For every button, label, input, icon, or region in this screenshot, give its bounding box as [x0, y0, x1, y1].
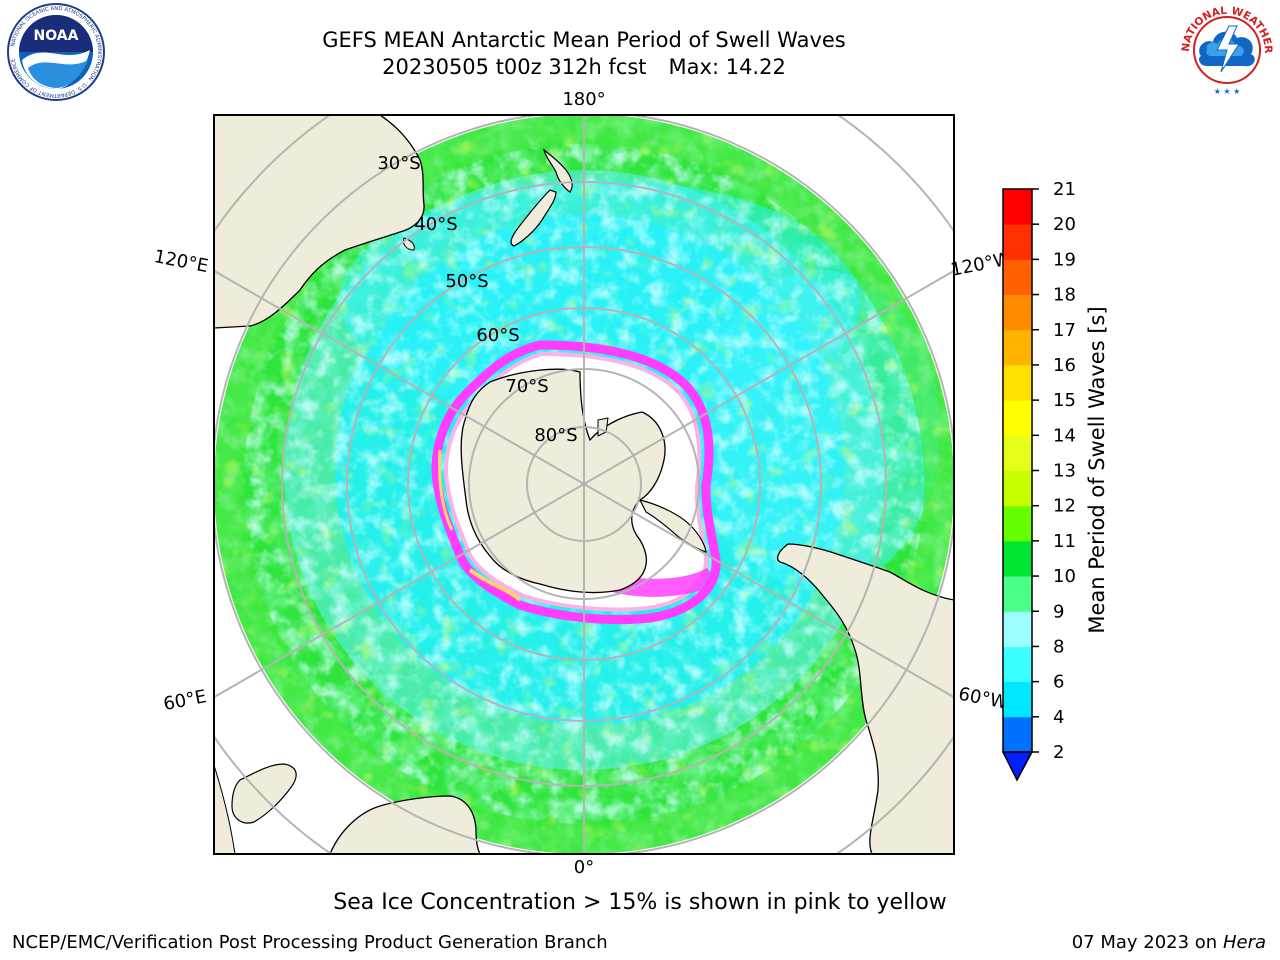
- colorbar-segment: [1003, 294, 1032, 331]
- lat-label-50s: 50°S: [445, 271, 488, 292]
- nws-stars: ★ ★ ★: [1214, 87, 1241, 96]
- noaa-logo-text: NOAA: [34, 28, 79, 44]
- footer-credit: NCEP/EMC/Verification Post Processing Pr…: [12, 932, 608, 953]
- colorbar-segment: [1003, 189, 1032, 225]
- colorbar-tick-label: 11: [1053, 531, 1076, 552]
- chart-title: GEFS MEAN Antarctic Mean Period of Swell…: [322, 28, 846, 52]
- sea-ice-edge: [431, 340, 721, 624]
- south-america: [776, 543, 954, 854]
- map-frame: [213, 114, 955, 855]
- footer-date: 07 May 2023 on Hera: [1072, 932, 1266, 953]
- colorbar-tick-label: 18: [1053, 285, 1076, 306]
- chart-subtitle: 20230505 t00z 312h fcst Max: 14.22: [184, 54, 984, 80]
- run-label: 20230505 t00z 312h fcst: [382, 55, 647, 79]
- colorbar-tick-label: 19: [1053, 249, 1076, 270]
- colorbar-tick-label: 20: [1053, 214, 1076, 235]
- colorbar-ticks: 2 4 6 8 9 10 11 12 13 14 15 16 17 18 19 20 21: [1032, 179, 1076, 763]
- sea-ice-yellow-fringe: [468, 568, 522, 602]
- colorbar-label: Mean Period of Swell Waves [s]: [1085, 306, 1109, 634]
- antarctic-peninsula: [638, 499, 707, 553]
- national-weather-service-logo: NATIONAL WEATHER SERVICE ★ ★ ★: [1177, 0, 1274, 97]
- colorbar-segment: [1003, 576, 1032, 612]
- lat-label-40s: 40°S: [414, 214, 457, 235]
- colorbar-tick-label: 6: [1053, 672, 1064, 693]
- colorbar-tick-label: 12: [1053, 496, 1076, 517]
- colorbar-segment: [1003, 646, 1032, 683]
- colorbar-segment: [1003, 681, 1032, 718]
- noaa-logo: NOAA NATIONAL OCEANIC AND ATMOSPHERIC AD…: [7, 3, 105, 101]
- colorbar-segment: [1003, 435, 1032, 471]
- colorbar-tick-label: 17: [1053, 320, 1076, 341]
- lon-label-180: 180°: [562, 89, 605, 110]
- colorbar-tick-label: 2: [1053, 742, 1064, 763]
- antarctica: [460, 368, 666, 594]
- colorbar-tick-label: 16: [1053, 355, 1076, 376]
- max-label: Max: 14.22: [668, 55, 786, 79]
- lon-label-60e: 60°E: [162, 686, 208, 715]
- colorbar-tick-label: 21: [1053, 179, 1076, 200]
- colorbar-segment: [1003, 400, 1032, 436]
- colorbar-tick-label: 9: [1053, 601, 1064, 622]
- sea-ice-yellow-fringe-west: [438, 449, 454, 531]
- colorbar-under-triangle: [1001, 751, 1034, 782]
- graticule: [214, 115, 954, 854]
- colorbar-segment: [1003, 611, 1032, 647]
- madagascar: [231, 763, 297, 824]
- footer-machine: Hera: [1222, 932, 1266, 953]
- colorbar-segment: [1003, 364, 1032, 401]
- lon-label-60w: 60°W: [957, 684, 1010, 714]
- colorbar-segment: [1003, 716, 1032, 753]
- colorbar-tick-label: 14: [1053, 425, 1076, 446]
- colorbar-segment: [1003, 329, 1032, 366]
- colorbar-segment: [1003, 540, 1032, 577]
- colorbar: [1003, 189, 1032, 753]
- sea-ice-caption: Sea Ice Concentration > 15% is shown in …: [333, 890, 947, 915]
- colorbar-tick-label: 8: [1053, 636, 1064, 657]
- new-zealand-south: [510, 189, 557, 247]
- lat-label-30s: 30°S: [377, 153, 420, 174]
- map-area: [214, 115, 954, 854]
- colorbar-tick-label: 4: [1053, 707, 1064, 728]
- footer-date-text: 07 May 2023 on: [1071, 932, 1218, 953]
- lat-label-80s: 80°S: [534, 425, 577, 446]
- colorbar-tick-label: 13: [1053, 461, 1076, 482]
- colorbar-segment: [1003, 224, 1032, 260]
- new-zealand-north: [542, 148, 573, 193]
- colorbar-segment: [1003, 470, 1032, 507]
- colorbar-tick-label: 15: [1053, 390, 1076, 411]
- colorbar-tick-label: 10: [1053, 566, 1076, 587]
- lon-label-120e: 120°E: [152, 246, 210, 277]
- colorbar-segment: [1003, 259, 1032, 296]
- lon-label-0: 0°: [574, 857, 594, 878]
- lat-label-60s: 60°S: [476, 325, 519, 346]
- lat-label-70s: 70°S: [505, 376, 548, 397]
- colorbar-segment: [1003, 505, 1032, 542]
